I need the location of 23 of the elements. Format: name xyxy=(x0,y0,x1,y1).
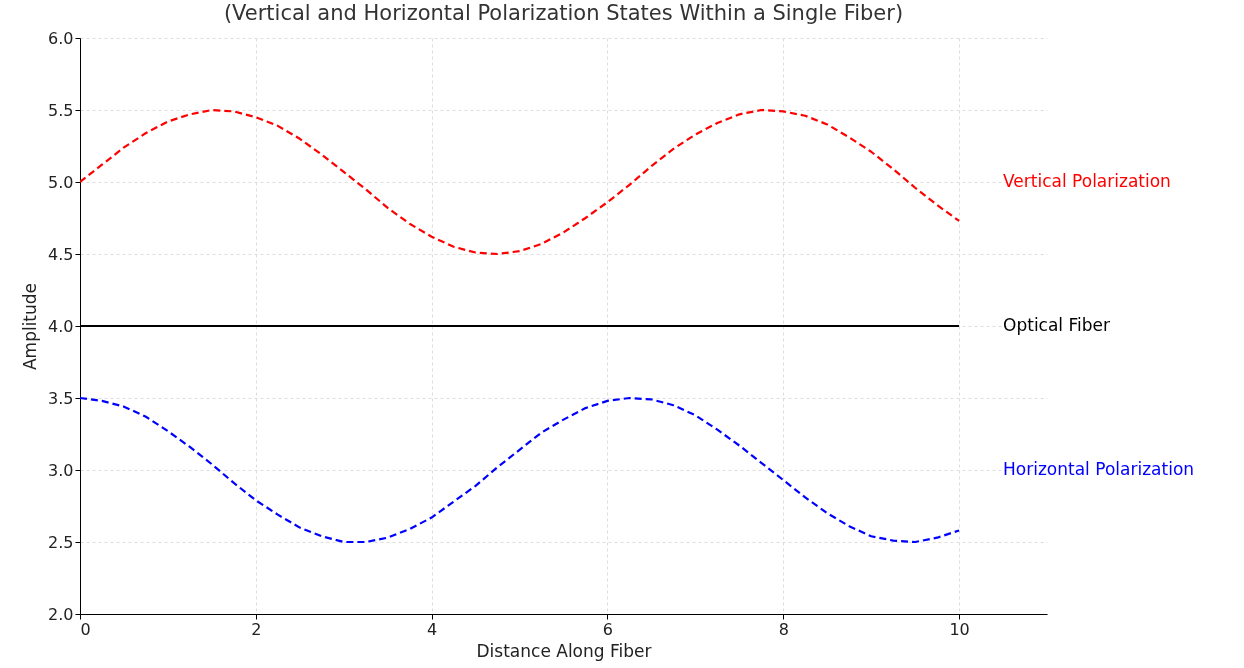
x-tick-label: 0 xyxy=(80,619,91,639)
y-tick-label: 3.0 xyxy=(48,460,74,480)
text: Optical Fiber xyxy=(1003,315,1111,335)
x-tick-label: 6 xyxy=(602,619,614,639)
x-axis-title: Distance Along Fiber xyxy=(476,640,652,661)
x-tick-label: 8 xyxy=(778,619,789,639)
line-series xyxy=(80,396,961,544)
y-tick-label: 5.0 xyxy=(48,172,74,192)
chart-title: (Vertical and Horizontal Polarization States Within a Single Fiber) xyxy=(223,1,904,25)
line-series xyxy=(80,108,961,256)
text: Horizontal Polarization xyxy=(1003,459,1195,479)
y-tick-label: 5.5 xyxy=(48,100,74,120)
y-tick-label: 2.0 xyxy=(48,604,74,624)
y-tick-label: 4.5 xyxy=(48,244,74,264)
y-tick-label: 3.5 xyxy=(48,388,74,408)
text: Vertical Polarization xyxy=(1003,171,1171,191)
x-tick-label: 10 xyxy=(949,619,970,639)
y-tick-label: 6.0 xyxy=(48,28,74,48)
y-tick-label: 2.5 xyxy=(48,532,74,552)
y-tick-label: 4.0 xyxy=(48,316,74,336)
x-tick-label: 2 xyxy=(251,619,262,639)
y-axis-title: Amplitude xyxy=(20,282,41,371)
x-tick-label: 4 xyxy=(427,619,438,639)
